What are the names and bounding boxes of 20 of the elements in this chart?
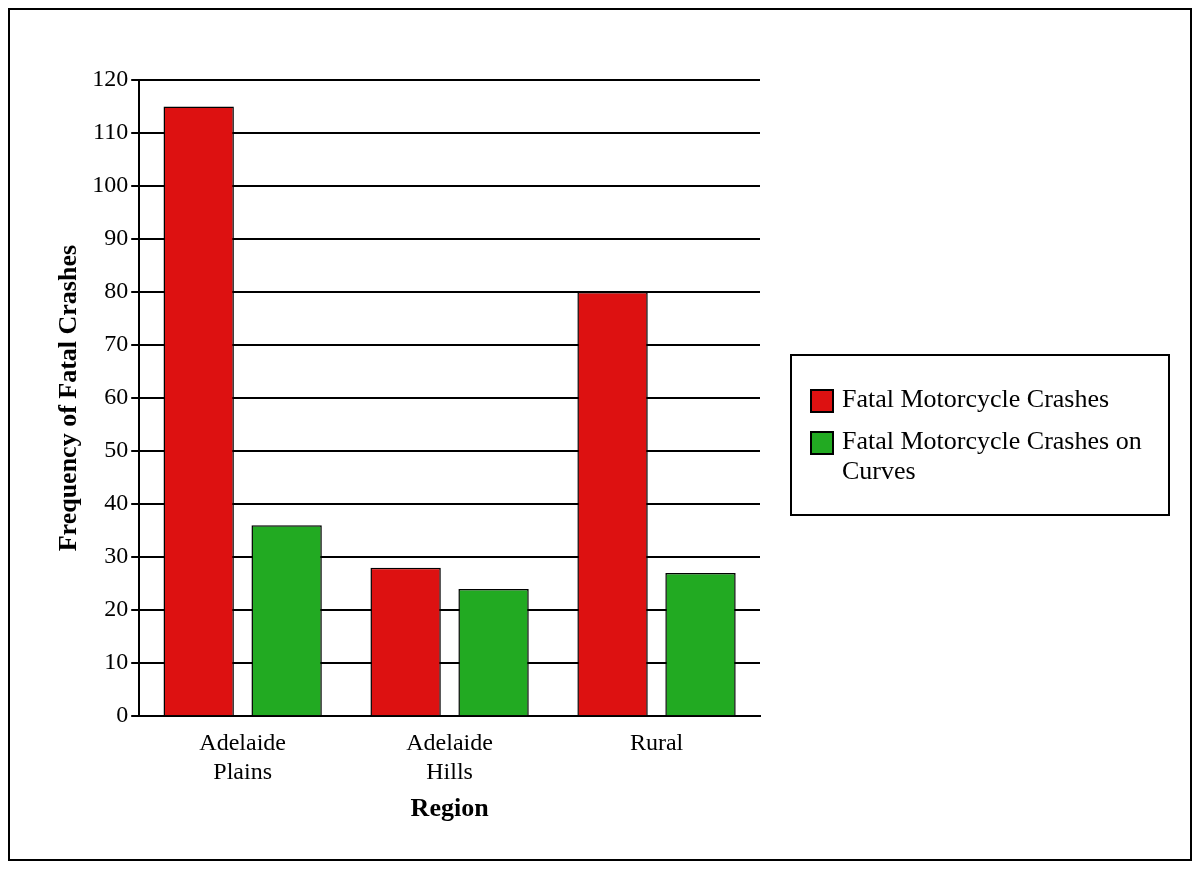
legend-label: Fatal Motorcycle Crashes on Curves (842, 425, 1143, 486)
y-tick-label: 0 (116, 701, 129, 728)
x-tick-label: Adelaide Plains (199, 728, 286, 784)
y-tick-label: 30 (104, 542, 129, 569)
y-tick-label: 100 (92, 171, 129, 198)
y-tick-label: 80 (104, 277, 129, 304)
y-tick-label: 70 (104, 330, 129, 357)
y-tick-label: 10 (104, 648, 129, 675)
y-tick-label: 110 (93, 118, 129, 145)
y-tick-label: 120 (92, 65, 129, 92)
y-tick-label: 50 (104, 436, 129, 463)
x-axis-title: Region (410, 793, 490, 823)
y-tick-label: 20 (104, 595, 129, 622)
x-tick-label: Adelaide Hills (406, 728, 493, 784)
legend-label: Fatal Motorcycle Crashes (842, 383, 1110, 414)
y-tick-label: 40 (104, 489, 129, 516)
y-axis-title: Frequency of Fatal Crashes (53, 244, 83, 552)
y-tick-label: 60 (104, 383, 129, 410)
y-tick-label: 90 (104, 224, 129, 251)
x-tick-label: Rural (629, 728, 684, 755)
